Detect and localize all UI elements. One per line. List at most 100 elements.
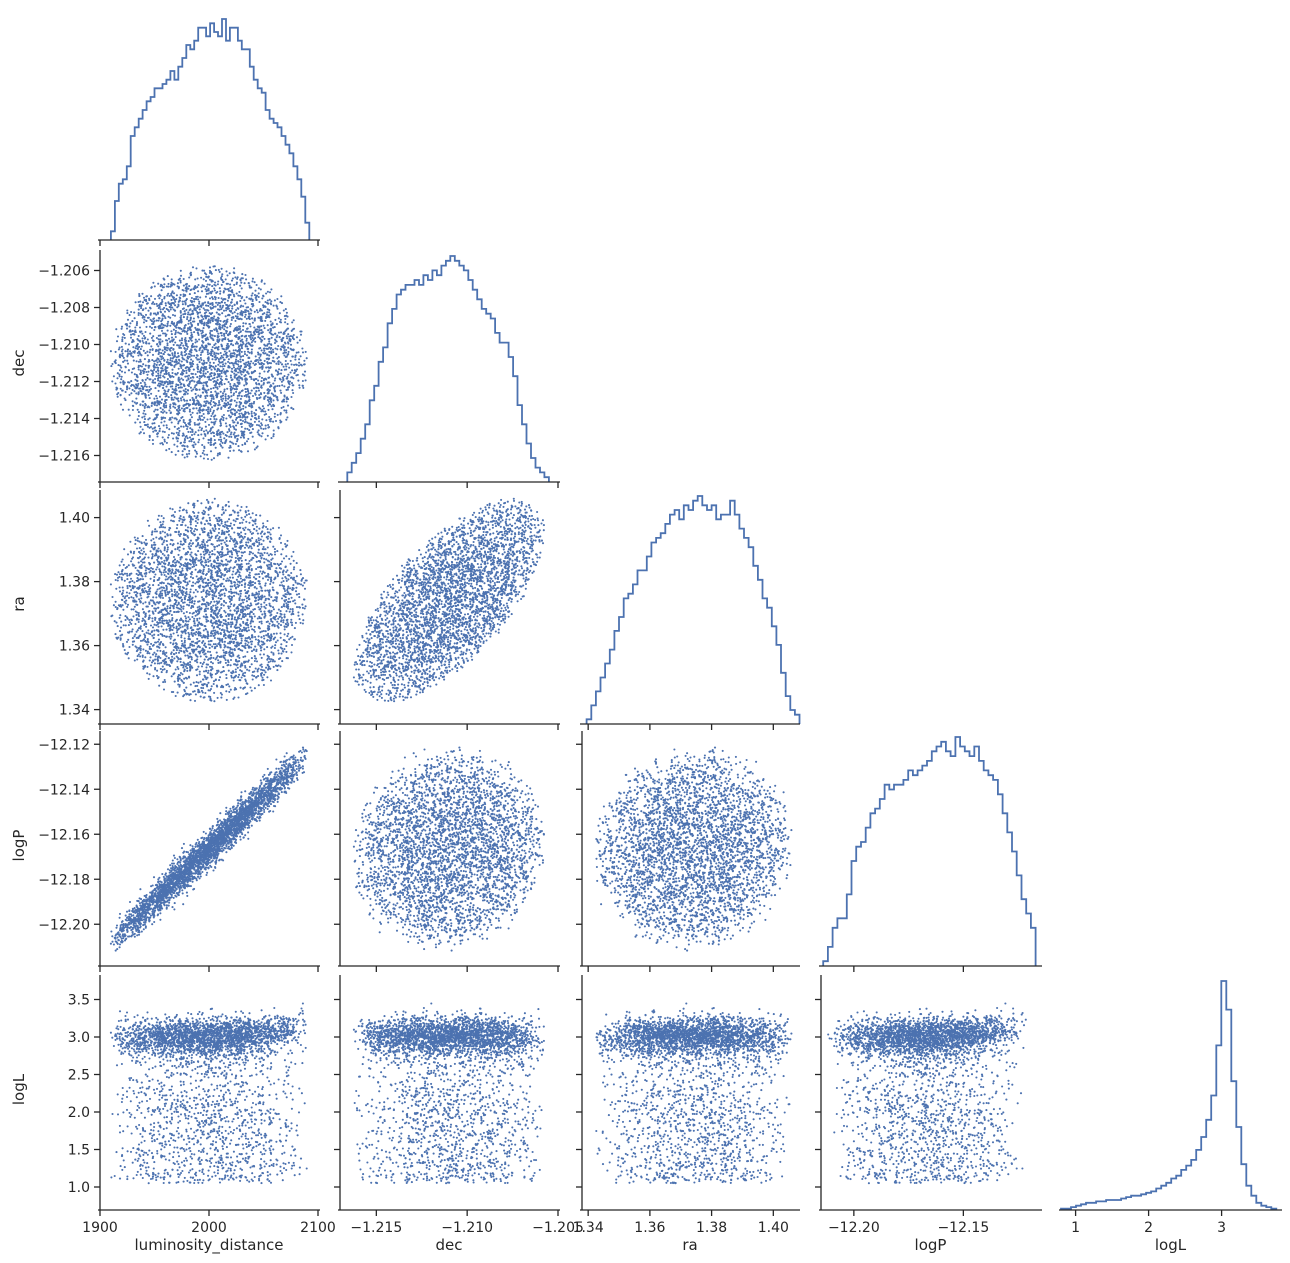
point	[165, 394, 168, 397]
point	[217, 358, 220, 361]
point	[189, 271, 192, 274]
point	[160, 289, 163, 292]
point	[245, 327, 249, 330]
point	[246, 604, 249, 607]
point	[130, 352, 133, 355]
point	[232, 329, 235, 332]
y-tick-label: −1.210	[38, 338, 90, 354]
point	[156, 400, 159, 403]
point	[209, 329, 212, 332]
point	[297, 364, 301, 367]
point	[200, 358, 203, 361]
point	[299, 569, 302, 572]
point	[202, 317, 205, 321]
point	[210, 443, 213, 446]
point	[243, 585, 246, 589]
point	[292, 348, 295, 351]
point	[216, 626, 220, 629]
point	[237, 434, 240, 437]
point	[227, 358, 230, 361]
point	[226, 409, 230, 412]
point	[261, 331, 264, 334]
point	[230, 279, 234, 282]
point	[263, 557, 266, 560]
point	[139, 369, 142, 372]
point	[170, 281, 173, 284]
point	[217, 407, 220, 410]
point	[173, 354, 176, 357]
point	[282, 309, 285, 312]
point	[240, 347, 244, 350]
point	[145, 325, 148, 328]
point	[280, 560, 284, 563]
point	[283, 395, 286, 398]
point	[162, 402, 166, 406]
point	[239, 450, 243, 453]
point	[207, 669, 210, 672]
point	[119, 381, 122, 384]
point	[283, 351, 286, 354]
point	[230, 395, 233, 398]
point	[165, 556, 168, 559]
point	[168, 409, 171, 412]
point	[198, 377, 201, 380]
point	[176, 523, 179, 526]
point	[148, 567, 151, 571]
point	[210, 372, 213, 375]
point	[137, 300, 140, 304]
point	[260, 589, 263, 592]
point	[156, 384, 159, 387]
point	[240, 584, 243, 587]
point	[234, 638, 237, 641]
point	[179, 441, 183, 444]
point	[163, 372, 166, 376]
point	[205, 273, 208, 276]
point	[178, 390, 181, 393]
point	[296, 373, 299, 376]
point	[240, 422, 243, 425]
point	[292, 550, 295, 553]
point	[263, 337, 266, 340]
point	[181, 307, 184, 311]
point	[270, 405, 273, 408]
point	[261, 319, 264, 322]
point	[115, 587, 118, 590]
point	[194, 443, 197, 446]
point	[182, 364, 186, 367]
point	[185, 287, 188, 290]
point	[257, 415, 260, 418]
point	[204, 372, 207, 375]
point	[186, 569, 189, 572]
point	[177, 583, 180, 586]
point	[214, 296, 217, 299]
point	[208, 297, 212, 300]
point	[255, 309, 258, 312]
point	[246, 345, 249, 348]
point	[213, 372, 216, 375]
point	[231, 370, 234, 374]
point	[128, 414, 131, 417]
point	[140, 365, 143, 368]
point	[225, 351, 228, 354]
point	[192, 317, 195, 320]
point	[121, 355, 124, 358]
point	[191, 666, 194, 669]
point	[154, 655, 157, 658]
point	[220, 375, 223, 378]
point	[197, 429, 200, 432]
point	[245, 309, 248, 312]
point	[294, 581, 297, 584]
point	[265, 292, 268, 295]
point	[168, 428, 171, 431]
point	[166, 339, 169, 342]
point	[120, 370, 124, 373]
point	[227, 617, 230, 621]
point	[219, 351, 222, 355]
point	[201, 418, 204, 421]
point	[229, 585, 232, 588]
point	[229, 374, 232, 377]
point	[263, 397, 266, 401]
point	[150, 404, 153, 407]
point	[250, 404, 253, 407]
point	[151, 617, 154, 620]
